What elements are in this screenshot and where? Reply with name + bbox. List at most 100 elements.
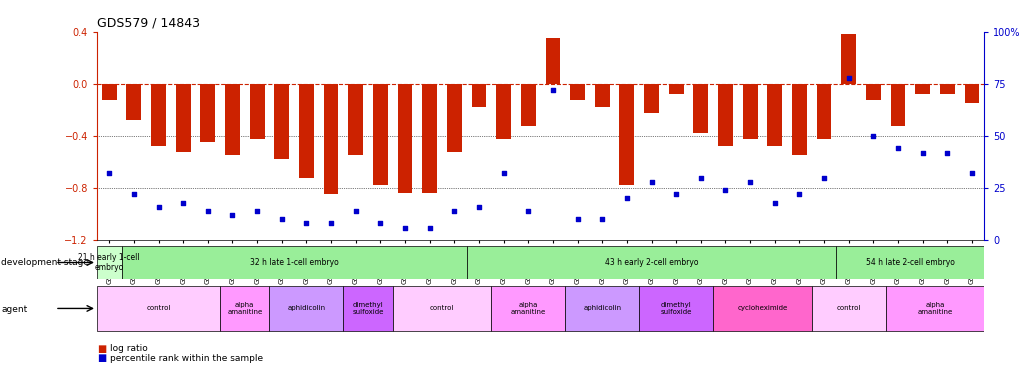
FancyBboxPatch shape [491,286,565,331]
Bar [717,84,733,146]
Bar [446,84,462,152]
Text: alpha
amanitine: alpha amanitine [511,302,545,315]
Point [643,179,659,185]
Text: aphidicolin: aphidicolin [583,305,621,311]
Bar [495,84,511,138]
Text: percentile rank within the sample: percentile rank within the sample [110,354,263,363]
Text: aphidicolin: aphidicolin [287,305,325,311]
Text: log ratio: log ratio [110,344,148,353]
Point [249,208,265,214]
Bar [816,84,830,138]
Point [372,220,388,226]
Text: control: control [429,305,453,311]
Bar [644,84,658,112]
Bar [373,84,387,185]
Point [766,200,783,206]
Bar [397,84,412,193]
Point [619,195,635,201]
Point [815,175,832,181]
Text: 43 h early 2-cell embryo: 43 h early 2-cell embryo [604,258,698,267]
Point [445,208,462,214]
Text: GDS579 / 14843: GDS579 / 14843 [97,16,200,29]
Point [864,133,880,139]
Bar [175,84,191,152]
Point [200,208,216,214]
Point [175,200,192,206]
Point [963,170,979,176]
Bar [250,84,264,138]
Point [150,204,166,210]
Point [716,187,733,193]
Bar [102,84,116,99]
Point [741,179,757,185]
Bar [791,84,806,156]
Bar [422,84,436,193]
Bar [570,84,585,99]
Bar [225,84,239,156]
FancyBboxPatch shape [343,286,392,331]
Bar [890,84,905,126]
Point [471,204,487,210]
FancyBboxPatch shape [269,286,343,331]
Text: 21 h early 1-cell
embryо: 21 h early 1-cell embryо [78,253,140,272]
Text: alpha
amanitine: alpha amanitine [227,302,262,315]
Text: ■: ■ [97,353,106,363]
Bar [274,84,289,159]
Bar [668,84,683,94]
Point [520,208,536,214]
Point [396,225,413,231]
FancyBboxPatch shape [97,246,121,279]
FancyBboxPatch shape [836,246,983,279]
Bar [742,84,757,138]
Bar [693,84,707,134]
Bar [323,84,338,195]
FancyBboxPatch shape [811,286,884,331]
FancyBboxPatch shape [639,286,712,331]
Text: development stage: development stage [1,258,89,267]
Point [101,170,117,176]
Point [544,87,560,93]
Point [323,220,339,226]
Bar [865,84,880,99]
FancyBboxPatch shape [392,286,491,331]
Bar [126,84,142,120]
Bar [201,84,215,142]
Bar [299,84,314,178]
Bar [471,84,486,107]
Text: dimethyl
sulfoxide: dimethyl sulfoxide [660,302,691,315]
Text: ■: ■ [97,344,106,354]
Point [791,191,807,197]
FancyBboxPatch shape [467,246,836,279]
Bar [766,84,782,146]
FancyBboxPatch shape [884,286,983,331]
Point [593,216,609,222]
Point [495,170,512,176]
Point [692,175,708,181]
FancyBboxPatch shape [121,246,467,279]
FancyBboxPatch shape [97,286,220,331]
Text: agent: agent [1,305,28,314]
Bar [545,38,559,84]
Text: 54 h late 2-cell embryo: 54 h late 2-cell embryo [865,258,954,267]
Point [125,191,142,197]
Text: control: control [146,305,170,311]
Bar [521,84,535,126]
Text: control: control [836,305,860,311]
FancyBboxPatch shape [220,286,269,331]
Point [224,212,240,218]
Point [298,220,314,226]
Text: dimethyl
sulfoxide: dimethyl sulfoxide [352,302,383,315]
Bar [914,84,929,94]
Point [840,75,856,81]
Point [347,208,364,214]
FancyBboxPatch shape [712,286,811,331]
Point [889,146,905,152]
Bar [619,84,634,185]
Point [273,216,289,222]
FancyBboxPatch shape [565,286,639,331]
Text: alpha
amanitine: alpha amanitine [916,302,952,315]
Point [569,216,585,222]
Point [421,225,437,231]
Bar [940,84,954,94]
Point [914,150,930,156]
